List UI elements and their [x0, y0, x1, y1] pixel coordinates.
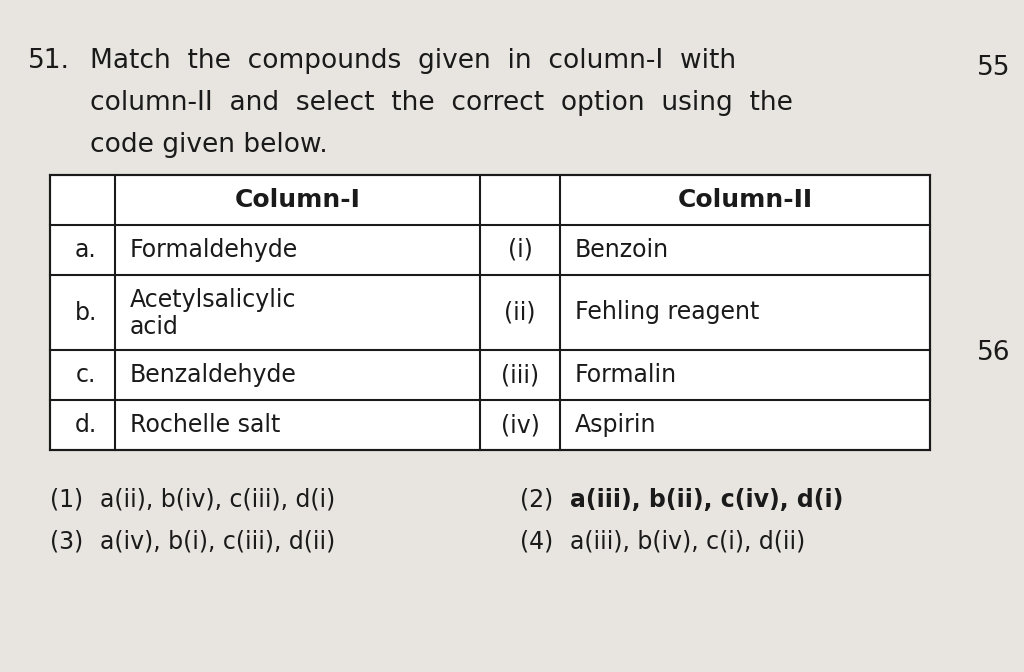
Text: Acetylsalicylic: Acetylsalicylic [130, 288, 297, 312]
Text: (i): (i) [508, 238, 532, 262]
Text: a(iii), b(iv), c(i), d(ii): a(iii), b(iv), c(i), d(ii) [570, 530, 805, 554]
Text: Column-II: Column-II [678, 188, 813, 212]
Text: Formalin: Formalin [575, 363, 677, 387]
Text: Column-I: Column-I [234, 188, 360, 212]
Text: a(ii), b(iv), c(iii), d(i): a(ii), b(iv), c(iii), d(i) [100, 488, 335, 512]
Text: c.: c. [76, 363, 96, 387]
Text: (3): (3) [50, 530, 83, 554]
Text: Aspirin: Aspirin [575, 413, 656, 437]
Text: (iv): (iv) [501, 413, 540, 437]
Text: (iii): (iii) [501, 363, 539, 387]
Text: code given below.: code given below. [90, 132, 328, 158]
Text: b.: b. [75, 300, 97, 325]
Text: 55: 55 [977, 55, 1010, 81]
Text: a(iii), b(ii), c(iv), d(i): a(iii), b(ii), c(iv), d(i) [570, 488, 844, 512]
Text: Match  the  compounds  given  in  column-I  with: Match the compounds given in column-I wi… [90, 48, 736, 74]
Text: (4): (4) [520, 530, 553, 554]
Text: Benzaldehyde: Benzaldehyde [130, 363, 297, 387]
Text: a.: a. [75, 238, 97, 262]
Text: (1): (1) [50, 488, 83, 512]
Text: column-II  and  select  the  correct  option  using  the: column-II and select the correct option … [90, 90, 793, 116]
Text: (ii): (ii) [504, 300, 536, 325]
Text: 51.: 51. [28, 48, 70, 74]
Text: acid: acid [130, 314, 179, 339]
Text: Rochelle salt: Rochelle salt [130, 413, 281, 437]
Text: Fehling reagent: Fehling reagent [575, 300, 760, 325]
Text: Formaldehyde: Formaldehyde [130, 238, 298, 262]
Text: d.: d. [75, 413, 97, 437]
Text: Benzoin: Benzoin [575, 238, 669, 262]
Text: a(iv), b(i), c(iii), d(ii): a(iv), b(i), c(iii), d(ii) [100, 530, 335, 554]
Text: 56: 56 [977, 340, 1010, 366]
Text: (2): (2) [520, 488, 553, 512]
Bar [50, 175, 930, 450]
